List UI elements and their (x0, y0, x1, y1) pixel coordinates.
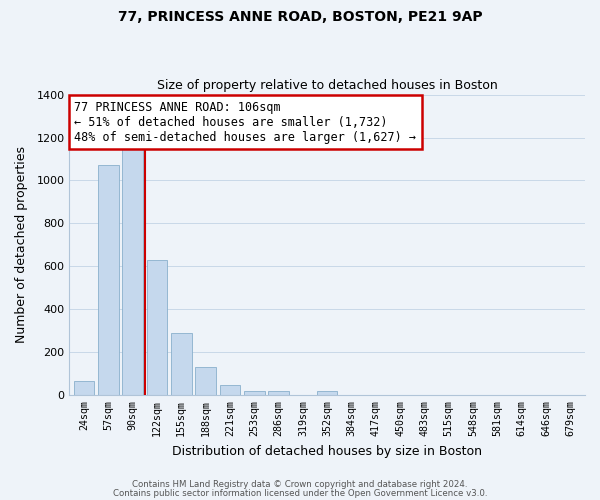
Bar (244, 391, 265, 396)
Bar (317, 392, 337, 396)
X-axis label: Distribution of detached houses by size in Boston: Distribution of detached houses by size … (172, 444, 482, 458)
Text: Contains HM Land Registry data © Crown copyright and database right 2024.: Contains HM Land Registry data © Crown c… (132, 480, 468, 489)
Bar (146, 260, 167, 396)
Title: Size of property relative to detached houses in Boston: Size of property relative to detached ho… (157, 79, 497, 92)
Y-axis label: Number of detached properties: Number of detached properties (15, 146, 28, 344)
Bar (268, 391, 289, 396)
Bar (122, 146, 143, 396)
Bar (98, 166, 119, 396)
Bar (74, 382, 94, 396)
Text: Contains public sector information licensed under the Open Government Licence v3: Contains public sector information licen… (113, 488, 487, 498)
Bar (195, 368, 216, 396)
Bar (171, 333, 191, 396)
Text: 77, PRINCESS ANNE ROAD, BOSTON, PE21 9AP: 77, PRINCESS ANNE ROAD, BOSTON, PE21 9AP (118, 10, 482, 24)
Bar (220, 385, 240, 396)
Text: 77 PRINCESS ANNE ROAD: 106sqm
← 51% of detached houses are smaller (1,732)
48% o: 77 PRINCESS ANNE ROAD: 106sqm ← 51% of d… (74, 100, 416, 144)
